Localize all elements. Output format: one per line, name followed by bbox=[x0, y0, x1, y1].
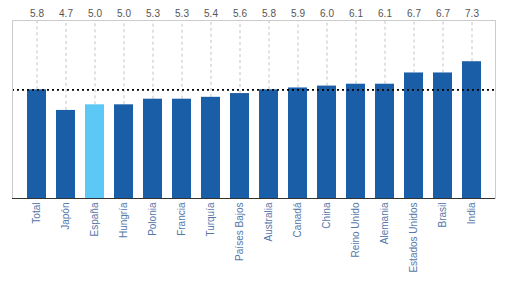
svg-text:7.3: 7.3 bbox=[465, 8, 479, 19]
svg-text:5.3: 5.3 bbox=[146, 8, 160, 19]
svg-text:Canadá: Canadá bbox=[292, 202, 303, 237]
svg-text:Total: Total bbox=[31, 203, 42, 224]
svg-text:Brasil: Brasil bbox=[437, 203, 448, 228]
svg-text:6.1: 6.1 bbox=[378, 8, 392, 19]
svg-text:5.8: 5.8 bbox=[30, 8, 44, 19]
svg-text:6.7: 6.7 bbox=[436, 8, 450, 19]
svg-text:5.6: 5.6 bbox=[233, 8, 247, 19]
svg-text:Reino Unido: Reino Unido bbox=[350, 202, 361, 257]
svg-text:6.0: 6.0 bbox=[320, 8, 334, 19]
svg-text:5.0: 5.0 bbox=[117, 8, 131, 19]
svg-text:Países Bajos: Países Bajos bbox=[234, 203, 245, 261]
svg-text:5.3: 5.3 bbox=[175, 8, 189, 19]
svg-text:Francia: Francia bbox=[176, 202, 187, 236]
svg-text:5.8: 5.8 bbox=[262, 8, 276, 19]
svg-text:5.4: 5.4 bbox=[204, 8, 218, 19]
svg-text:Australia: Australia bbox=[263, 202, 274, 241]
svg-text:Japón: Japón bbox=[60, 203, 71, 230]
svg-text:Polonia: Polonia bbox=[147, 202, 158, 236]
svg-text:España: España bbox=[89, 202, 100, 236]
svg-text:India: India bbox=[466, 202, 477, 224]
svg-text:China: China bbox=[321, 202, 332, 229]
svg-text:Estados Unidos: Estados Unidos bbox=[408, 203, 419, 273]
svg-text:5.0: 5.0 bbox=[88, 8, 102, 19]
svg-text:6.1: 6.1 bbox=[349, 8, 363, 19]
svg-text:Alemania: Alemania bbox=[379, 202, 390, 244]
svg-text:Hungría: Hungría bbox=[118, 202, 129, 238]
svg-text:4.7: 4.7 bbox=[59, 8, 73, 19]
svg-text:6.7: 6.7 bbox=[407, 8, 421, 19]
svg-text:Turquía: Turquía bbox=[205, 202, 216, 237]
svg-text:5.9: 5.9 bbox=[291, 8, 305, 19]
